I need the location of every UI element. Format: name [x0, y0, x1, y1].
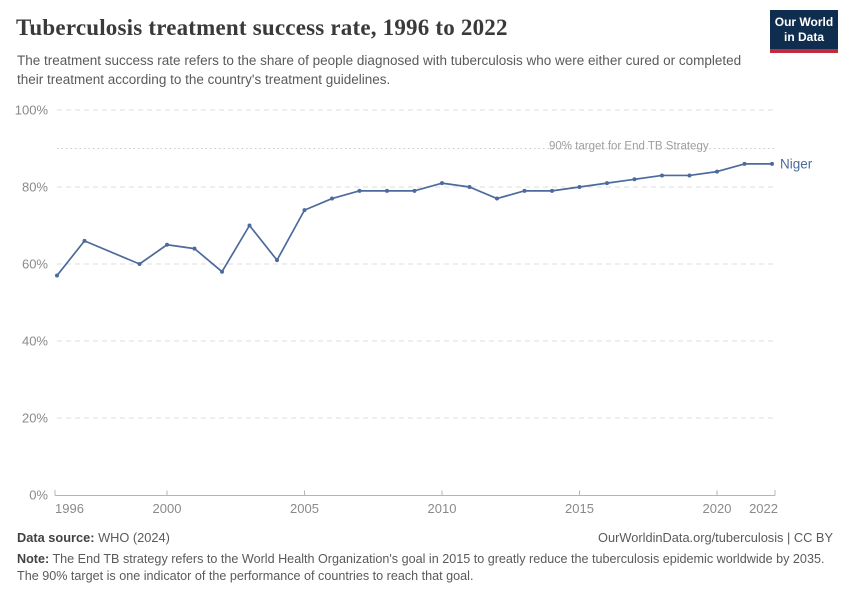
y-tick-label: 80% [22, 180, 48, 195]
chart-title: Tuberculosis treatment success rate, 199… [16, 15, 508, 40]
x-tick-label: 2022 [749, 501, 778, 516]
data-point[interactable] [357, 188, 362, 193]
footer-source-row: Data source: WHO (2024) OurWorldinData.o… [17, 530, 833, 545]
y-tick-label: 100% [15, 103, 49, 118]
data-point[interactable] [605, 181, 609, 186]
data-point[interactable] [220, 269, 224, 274]
x-tick-label: 2015 [565, 501, 594, 516]
data-point[interactable] [577, 185, 582, 189]
data-point[interactable] [660, 173, 664, 178]
data-point[interactable] [330, 196, 334, 201]
x-tick-label: 2000 [153, 501, 182, 516]
data-point[interactable] [55, 273, 59, 278]
data-source-label: Data source: [17, 530, 95, 545]
note-text: The End TB strategy refers to the World … [17, 552, 825, 584]
target-line-label: 90% target for End TB Strategy [549, 141, 709, 153]
chart-subtitle: The treatment success rate refers to the… [17, 53, 742, 87]
note-label: Note: [17, 552, 50, 566]
attribution-link[interactable]: OurWorldinData.org/tuberculosis | CC BY [598, 530, 833, 545]
data-point[interactable] [522, 188, 527, 193]
y-tick-label: 60% [22, 257, 48, 272]
x-tick-label: 2020 [703, 501, 732, 516]
owid-logo-text-line2: in Data [783, 30, 824, 44]
data-point[interactable] [467, 185, 472, 189]
owid-logo[interactable]: Our World in Data [770, 10, 838, 53]
data-source-value: WHO (2024) [98, 530, 170, 545]
data-point[interactable] [192, 246, 197, 251]
owid-logo-text-line1: Our World [774, 15, 834, 29]
y-tick-label: 20% [22, 411, 48, 426]
data-point[interactable] [715, 169, 719, 174]
series-line-niger[interactable] [56, 163, 773, 277]
data-point[interactable] [302, 208, 307, 213]
y-tick-label: 0% [29, 488, 48, 503]
data-point[interactable] [632, 177, 637, 182]
data-source-line: Data source: WHO (2024) [17, 530, 170, 545]
x-tick-label: 2005 [290, 501, 319, 516]
data-point[interactable] [385, 188, 389, 193]
data-point[interactable] [440, 181, 444, 186]
y-tick-label: 40% [22, 334, 48, 349]
series-label[interactable]: Niger [780, 156, 813, 171]
x-tick-label: 1996 [55, 501, 84, 516]
data-point[interactable] [137, 262, 142, 266]
data-point[interactable] [687, 173, 692, 178]
data-point[interactable] [82, 238, 87, 243]
data-point[interactable] [550, 188, 554, 193]
data-point[interactable] [495, 196, 499, 201]
data-point[interactable] [770, 161, 774, 166]
data-point[interactable] [165, 242, 169, 247]
data-point[interactable] [275, 258, 279, 263]
footer-note: Note: The End TB strategy refers to the … [17, 551, 839, 586]
data-point[interactable] [742, 161, 747, 166]
x-tick-label: 2010 [428, 501, 457, 516]
data-point[interactable] [412, 188, 417, 193]
data-point[interactable] [247, 223, 252, 228]
